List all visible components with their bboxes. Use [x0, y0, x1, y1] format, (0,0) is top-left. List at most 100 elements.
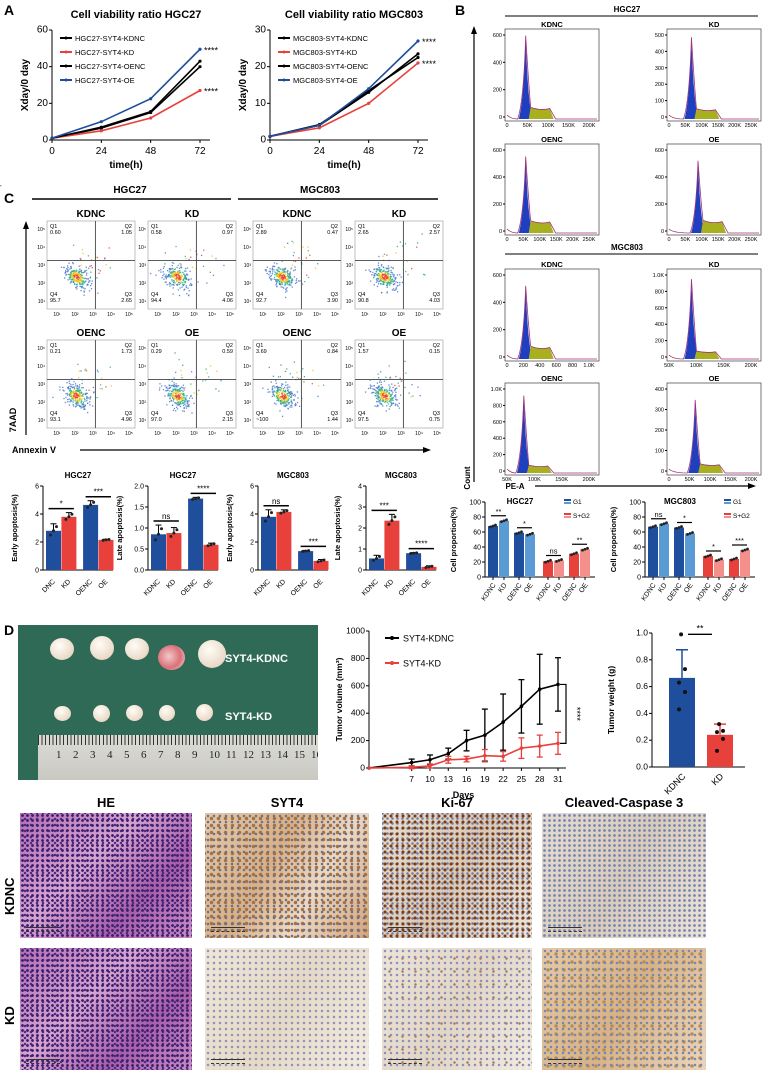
event-dot: [84, 277, 86, 279]
event-dot: [284, 402, 286, 405]
event-dot: [173, 281, 175, 283]
bar: [261, 516, 276, 570]
event-dot: [388, 278, 390, 280]
event-dot: [170, 400, 173, 402]
x-tick-label: KD: [275, 578, 287, 590]
event-dot: [169, 276, 171, 278]
kd-group-label: SYT4-KD: [225, 711, 273, 723]
event-dot: [382, 255, 384, 257]
event-dot: [273, 395, 276, 397]
event-dot: [386, 394, 388, 396]
event-dot: [67, 279, 69, 281]
replicate-point: [683, 689, 687, 694]
event-dot: [81, 287, 83, 289]
replicate-point: [517, 531, 521, 535]
event-dot: [183, 283, 185, 286]
event-dot: [212, 274, 215, 277]
x-tick-label: 100K: [695, 237, 708, 243]
event-dot: [175, 395, 178, 398]
event-dot: [271, 278, 273, 280]
event-dot: [391, 397, 394, 399]
event-dot: [383, 278, 386, 280]
y-tick-label: 6: [250, 484, 254, 491]
event-dot: [96, 256, 99, 259]
event-dot: [391, 399, 393, 401]
event-dot: [390, 282, 392, 284]
y-tick-label: 10⁵: [37, 346, 45, 352]
event-dot: [380, 387, 383, 390]
replicate-point: [677, 526, 681, 529]
event-dot: [378, 255, 380, 258]
event-dot: [177, 289, 179, 291]
event-dot: [184, 282, 186, 284]
event-dot: [176, 394, 178, 396]
event-dot: [169, 390, 171, 392]
event-dot: [173, 268, 176, 271]
event-dot: [285, 296, 287, 299]
event-dot: [172, 293, 174, 295]
event-dot: [279, 400, 282, 402]
replicate-point: [560, 558, 563, 561]
event-dot: [287, 274, 289, 276]
event-dot: [373, 275, 375, 277]
event-dot: [171, 264, 173, 267]
tumor: [90, 636, 114, 660]
y-tick-label: 10³: [346, 382, 354, 388]
event-dot: [191, 412, 193, 414]
event-dot: [281, 393, 283, 395]
event-dot: [89, 284, 92, 287]
event-dot: [75, 286, 78, 288]
event-dot: [77, 399, 79, 401]
event-dot: [423, 273, 425, 276]
quadrant-value: 1.57: [358, 349, 369, 355]
event-dot: [183, 402, 185, 404]
y-axis-label: 7AAD: [8, 407, 18, 432]
event-dot: [275, 280, 277, 282]
event-dot: [77, 274, 80, 276]
event-dot: [278, 283, 281, 286]
event-dot: [416, 246, 418, 248]
x-tick-label: 31: [553, 774, 563, 784]
event-dot: [397, 281, 399, 284]
event-dot: [289, 391, 291, 393]
ihc-image-syt4-kd: [205, 948, 369, 1070]
event-dot: [383, 270, 385, 273]
data-point: [428, 764, 432, 768]
event-dot: [178, 283, 181, 286]
event-dot: [178, 397, 180, 400]
replicate-point: [706, 554, 710, 558]
event-dot: [211, 255, 213, 257]
event-dot: [180, 281, 182, 283]
event-dot: [59, 389, 61, 391]
quadrant-name: Q4: [358, 292, 365, 298]
significance-label: *: [60, 500, 63, 509]
event-dot: [190, 395, 192, 398]
replicate-point: [154, 538, 157, 542]
tumor: [159, 705, 175, 721]
event-dot: [395, 289, 397, 291]
event-dot: [312, 369, 314, 372]
event-dot: [70, 273, 73, 275]
event-dot: [383, 253, 386, 255]
event-dot: [83, 294, 85, 296]
event-dot: [281, 271, 283, 273]
event-dot: [379, 371, 382, 373]
event-dot: [92, 405, 94, 407]
event-dot: [83, 397, 85, 400]
quadrant-name: Q1: [358, 224, 365, 230]
event-dot: [271, 273, 274, 275]
event-dot: [83, 393, 85, 395]
event-dot: [108, 247, 110, 249]
replicate-point: [746, 547, 749, 551]
event-dot: [380, 381, 382, 383]
event-dot: [378, 390, 380, 392]
event-dot: [279, 277, 281, 280]
event-dot: [75, 398, 77, 400]
data-point: [556, 741, 560, 746]
event-dot: [87, 278, 89, 280]
event-dot: [204, 379, 207, 381]
replicate-point: [677, 680, 681, 685]
event-dot: [386, 395, 388, 398]
event-dot: [173, 382, 175, 384]
